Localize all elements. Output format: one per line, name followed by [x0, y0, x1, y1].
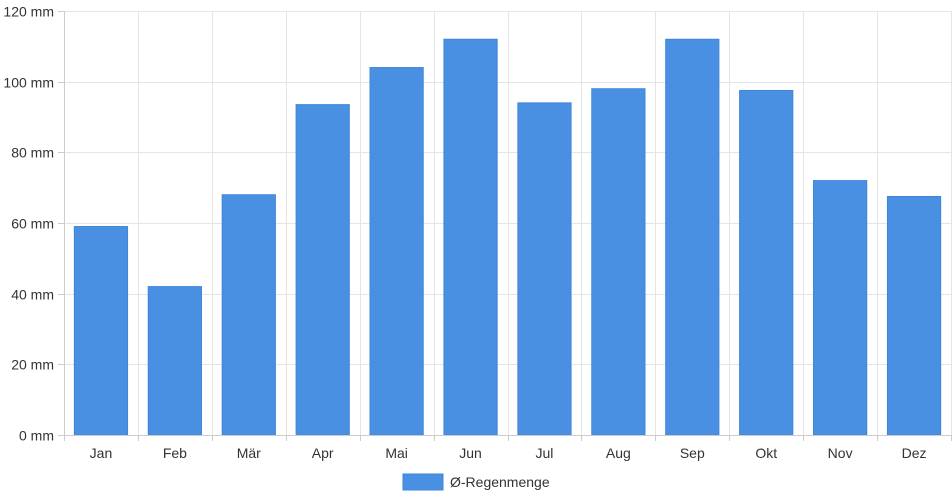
y-tick-label: 0 mm [19, 428, 54, 444]
bar-Apr[interactable] [295, 104, 350, 436]
x-axis-tick-labels: Jan Feb Mär Apr Mai Jun Jul Aug Sep Okt Nov Dez [90, 445, 927, 461]
legend-swatch[interactable] [402, 473, 444, 491]
bar-Okt[interactable] [739, 90, 794, 436]
x-tick-label: Okt [755, 445, 777, 461]
y-tick-label: 40 mm [11, 287, 54, 303]
bar-series [73, 38, 942, 436]
bar-Mai[interactable] [369, 67, 424, 436]
y-tick-label: 100 mm [3, 75, 54, 91]
x-tick-label: Mär [237, 445, 261, 461]
y-tick-label: 120 mm [3, 4, 54, 20]
bar-Jan[interactable] [73, 226, 129, 436]
x-tick-label: Aug [606, 445, 631, 461]
x-tick-label: Jan [90, 445, 113, 461]
axes [58, 11, 952, 441]
bar-Jul[interactable] [517, 102, 572, 436]
bar-Mär[interactable] [221, 194, 276, 436]
x-tick-label: Mai [385, 445, 408, 461]
x-tick-label: Sep [680, 445, 705, 461]
y-axis-tick-labels: 0 mm 20 mm 40 mm 60 mm 80 mm 100 mm 120 mm [3, 4, 54, 444]
x-tick-label: Dez [902, 445, 927, 461]
x-tick-label: Jul [536, 445, 554, 461]
bar-Aug[interactable] [591, 88, 646, 436]
y-tick-label: 20 mm [11, 357, 54, 373]
bar-Jun[interactable] [443, 38, 498, 436]
x-tick-label: Apr [312, 445, 334, 461]
bar-Nov[interactable] [813, 180, 868, 436]
bar-Sep[interactable] [665, 38, 720, 436]
y-tick-label: 60 mm [11, 216, 54, 232]
grid-lines [64, 11, 952, 436]
legend[interactable]: Ø-Regenmenge [402, 473, 550, 491]
x-tick-label: Feb [163, 445, 187, 461]
y-tick-label: 80 mm [11, 145, 54, 161]
legend-label[interactable]: Ø-Regenmenge [450, 474, 550, 490]
bar-Dez[interactable] [886, 196, 942, 436]
x-tick-label: Jun [459, 445, 482, 461]
bar-Feb[interactable] [147, 286, 202, 436]
x-tick-label: Nov [828, 445, 853, 461]
